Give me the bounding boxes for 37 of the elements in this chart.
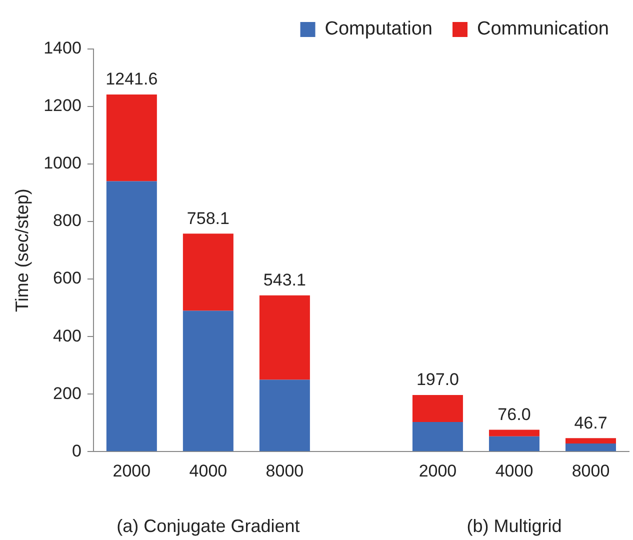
total-label: 76.0 xyxy=(498,404,531,424)
bar xyxy=(259,380,310,452)
bar xyxy=(106,94,157,182)
legend-label: Computation xyxy=(324,18,433,40)
x-tick-label: 4000 xyxy=(189,461,228,480)
x-tick-label: 8000 xyxy=(266,461,304,480)
bar xyxy=(565,438,616,444)
bar xyxy=(106,181,157,452)
y-tick-label: 200 xyxy=(53,384,82,403)
total-label: 543.1 xyxy=(263,270,306,290)
x-tick-label: 8000 xyxy=(572,461,610,480)
y-tick-label: 400 xyxy=(53,326,82,346)
total-label: 758.1 xyxy=(186,208,230,228)
bar xyxy=(259,295,310,380)
y-tick-label: 1200 xyxy=(44,96,82,116)
total-label: 1241.6 xyxy=(106,70,158,89)
x-tick-label: 4000 xyxy=(495,461,534,480)
bar xyxy=(182,310,234,452)
bar xyxy=(412,422,463,452)
y-axis-title: Time (sec/step) xyxy=(12,188,32,312)
y-tick-label: 0 xyxy=(72,441,82,460)
bar xyxy=(488,436,540,452)
bar xyxy=(182,234,234,311)
y-tick-label: 1000 xyxy=(44,154,82,173)
total-label: 46.7 xyxy=(574,413,608,432)
y-tick-label: 1400 xyxy=(44,38,82,58)
y-tick-label: 600 xyxy=(53,268,82,288)
y-tick-label: 800 xyxy=(53,211,82,230)
text: (a) Conjugate Gradient xyxy=(116,516,300,536)
x-tick-label: 2000 xyxy=(112,461,151,480)
total-label: 197.0 xyxy=(416,370,459,390)
text: (b) Multigrid xyxy=(466,516,562,536)
bar xyxy=(565,444,616,452)
legend-label: Communication xyxy=(477,18,609,40)
x-tick-label: 2000 xyxy=(418,461,457,480)
bar xyxy=(488,430,540,436)
bar xyxy=(412,394,463,422)
